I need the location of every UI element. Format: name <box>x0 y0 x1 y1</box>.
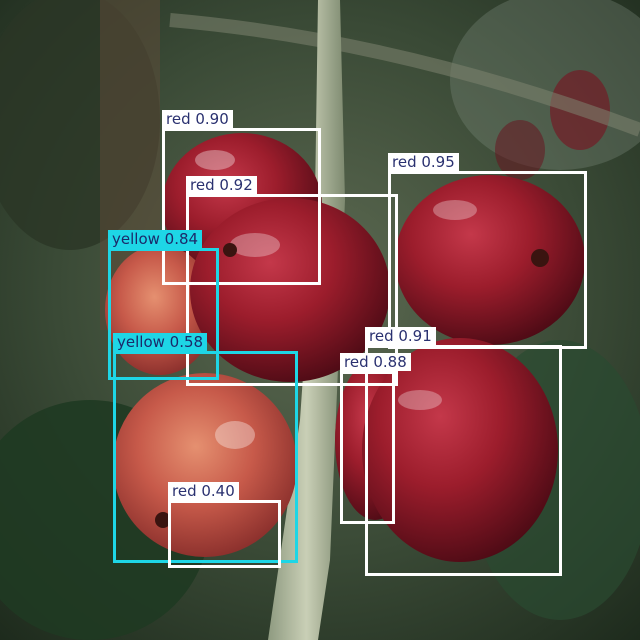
detection-label: red 0.40 <box>168 482 239 500</box>
detection-label: yellow 0.84 <box>108 230 203 248</box>
detection-label: yellow 0.58 <box>113 333 208 351</box>
detection-box: red 0.88 <box>340 353 411 524</box>
detection-label: red 0.88 <box>340 353 411 371</box>
detection-box: red 0.40 <box>168 482 281 568</box>
detection-box: red 0.90 <box>162 110 321 285</box>
detection-label: red 0.92 <box>186 176 257 194</box>
detection-box: red 0.91 <box>365 327 562 576</box>
detection-box: red 0.92 <box>186 176 398 386</box>
detection-box: yellow 0.58 <box>113 333 298 563</box>
detection-box: yellow 0.84 <box>108 230 219 380</box>
detection-label: red 0.95 <box>388 153 459 171</box>
detection-label: red 0.91 <box>365 327 436 345</box>
detection-label: red 0.90 <box>162 110 233 128</box>
detection-box: red 0.95 <box>388 153 587 349</box>
